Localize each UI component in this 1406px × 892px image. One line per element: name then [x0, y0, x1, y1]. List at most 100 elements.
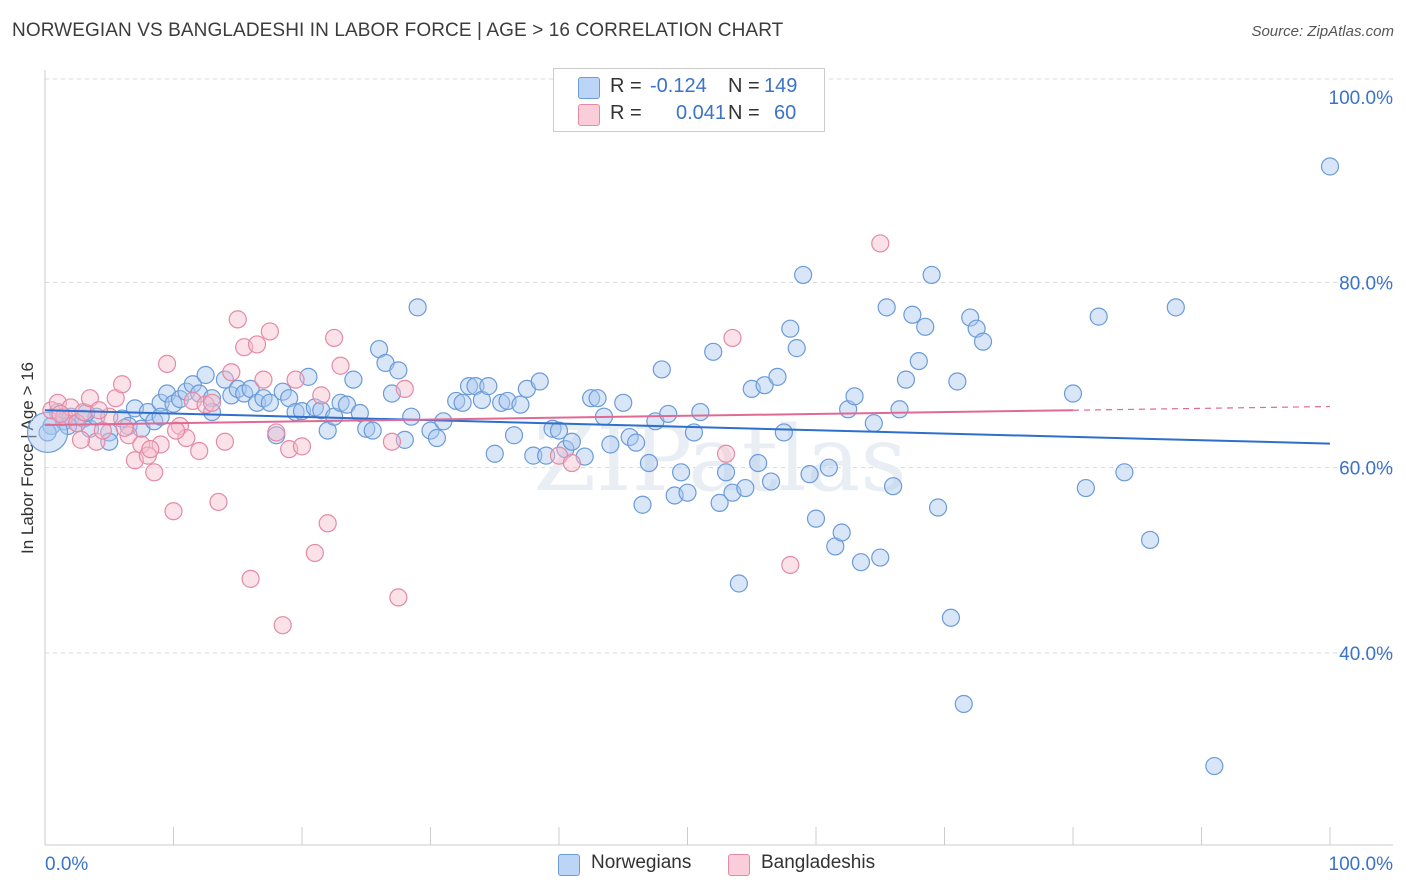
- bangladeshi-point: [141, 440, 160, 459]
- bangladeshi-point: [318, 514, 337, 533]
- axes: [44, 70, 1393, 846]
- norwegian-point: [954, 694, 973, 714]
- bangladeshi-point: [164, 502, 183, 521]
- y-tick-label: 40.0%: [1339, 644, 1393, 665]
- legend-n-label: N =: [728, 102, 760, 124]
- norwegian-point: [781, 319, 800, 338]
- bangladeshi-point: [273, 616, 292, 635]
- norwegian-point: [504, 426, 524, 445]
- norwegian-point: [562, 432, 581, 451]
- grid-lines: [45, 78, 1393, 654]
- legend-r-value: 0.041: [676, 102, 727, 124]
- x-tick-labels: 0.0% 100.0%: [45, 854, 1393, 875]
- bangladeshi-point: [781, 555, 800, 575]
- norwegian-point: [1205, 756, 1224, 776]
- bangladeshi-point: [312, 386, 331, 405]
- norwegian-point: [601, 435, 620, 454]
- norwegian-point: [851, 553, 871, 572]
- bangladeshi-point: [723, 328, 742, 348]
- legend-r-value: -0.124: [650, 75, 707, 97]
- norwegian-point: [408, 298, 427, 317]
- norwegian-point: [896, 370, 916, 389]
- norwegian-point: [806, 509, 826, 528]
- norwegian-point: [363, 421, 382, 440]
- norwegian-point: [530, 372, 549, 391]
- norwegian-point: [485, 444, 504, 463]
- norwegian-point: [459, 377, 479, 396]
- norwegian-point: [684, 423, 704, 442]
- norwegian-point: [389, 361, 408, 380]
- norwegian-point: [736, 478, 755, 498]
- norwegians-points: [26, 157, 1340, 776]
- bangladeshi-point: [331, 356, 350, 375]
- bangladeshis-points: [42, 234, 890, 635]
- norwegian-point: [710, 493, 729, 512]
- bangladeshis-swatch: [728, 854, 750, 876]
- chart-title: NORWEGIAN VS BANGLADESHI IN LABOR FORCE …: [12, 20, 784, 41]
- norwegian-point: [38, 423, 57, 442]
- norwegian-point: [845, 387, 864, 406]
- bangladeshi-point: [286, 370, 305, 389]
- legend-n-value: 60: [774, 102, 797, 124]
- norwegian-point: [871, 548, 890, 567]
- bangladeshi-point: [190, 441, 209, 461]
- bangladeshi-point: [395, 379, 414, 398]
- norwegian-point: [151, 393, 170, 412]
- norwegian-point: [447, 391, 466, 411]
- norwegian-point: [626, 433, 646, 452]
- bangladeshi-point: [115, 418, 134, 437]
- norwegian-point: [260, 393, 279, 412]
- norwegian-point: [941, 608, 961, 627]
- bangladeshi-point: [562, 453, 581, 473]
- bangladeshi-point: [89, 401, 109, 420]
- norwegian-point: [582, 389, 601, 408]
- bangladeshi-point: [292, 437, 312, 456]
- bangladeshi-point: [215, 432, 234, 451]
- norwegian-point: [453, 393, 472, 412]
- bangladeshi-point: [157, 354, 177, 373]
- bangladeshi-point: [871, 234, 890, 253]
- bangladeshi-point: [202, 393, 222, 412]
- norwegian-point: [883, 477, 903, 496]
- y-tick-label: 80.0%: [1339, 273, 1393, 294]
- bangladeshi-point: [241, 569, 260, 588]
- legend-r-label: R =: [610, 75, 642, 97]
- norwegian-point: [337, 395, 357, 414]
- bangladeshi-point: [80, 389, 100, 408]
- bangladeshi-point: [260, 322, 279, 341]
- bangladeshi-point: [716, 444, 736, 463]
- x-tick-label-min: 0.0%: [45, 854, 88, 875]
- norwegian-point: [787, 339, 806, 358]
- norwegian-point: [614, 393, 633, 412]
- legend-n-label: N =: [728, 75, 760, 97]
- bangladeshi-point: [325, 328, 344, 348]
- norwegian-point: [549, 421, 569, 440]
- norwegian-point: [1089, 307, 1108, 326]
- bangladeshi-point: [112, 375, 132, 394]
- norwegian-point: [768, 367, 787, 386]
- legend-n-value: 149: [764, 75, 798, 97]
- norwegian-point: [331, 393, 350, 412]
- norwegian-point: [639, 453, 659, 473]
- bangladeshi-point: [145, 463, 164, 482]
- norwegian-point: [427, 428, 447, 448]
- norwegian-point: [729, 574, 749, 593]
- norwegian-point: [402, 407, 421, 426]
- x-tick-label-max: 100.0%: [1329, 854, 1394, 875]
- norwegian-point: [928, 498, 948, 517]
- norwegian-point: [421, 421, 440, 440]
- norwegian-point: [537, 446, 556, 465]
- norwegian-point: [479, 377, 498, 396]
- norwegian-point: [800, 465, 819, 484]
- norwegian-point: [691, 402, 710, 422]
- norwegian-point: [755, 376, 774, 395]
- bangladeshi-point: [382, 432, 402, 451]
- bangladeshi-point: [87, 432, 106, 451]
- bangladeshi-point: [166, 421, 186, 440]
- norwegian-point: [864, 414, 883, 433]
- legend-r-label: R =: [610, 102, 642, 124]
- norwegian-point: [633, 495, 652, 514]
- norwegian-point: [678, 483, 697, 502]
- norwegian-point: [511, 395, 530, 414]
- bangladeshi-point: [71, 430, 91, 449]
